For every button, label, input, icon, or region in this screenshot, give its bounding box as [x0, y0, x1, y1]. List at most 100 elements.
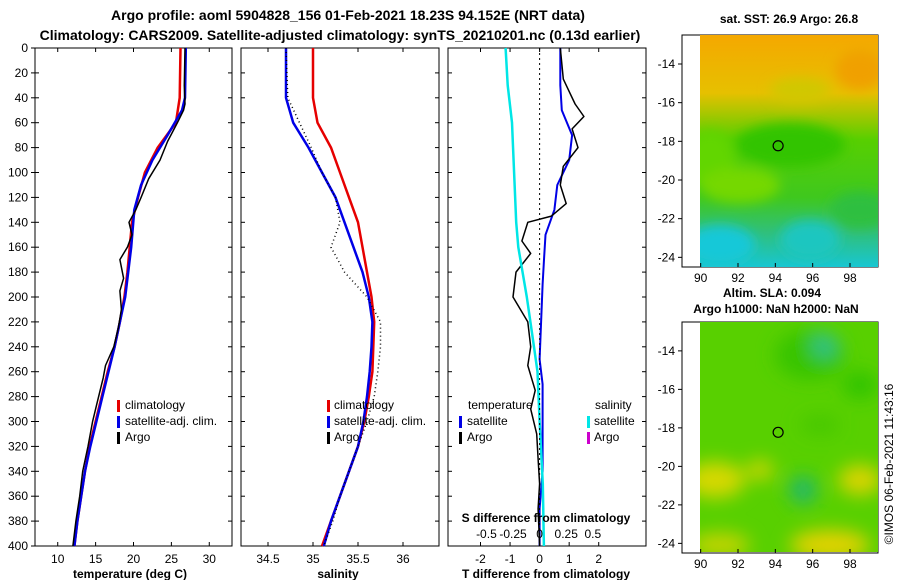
depth-tick-label: 260	[8, 365, 28, 379]
depth-tick-label: 360	[8, 489, 28, 503]
series-line-argo	[72, 47, 186, 547]
depth-tick-label: 40	[15, 91, 29, 105]
map-y-tick-label: -14	[658, 57, 676, 71]
x-tick-label: 1	[566, 552, 573, 566]
series-line-satellite-adj-clim-	[284, 48, 374, 547]
depth-tick-label: 300	[8, 415, 28, 429]
legend-s-argo: Argo	[594, 430, 620, 444]
s-difference-axis-label: S difference from climatology	[462, 511, 631, 525]
s-tick-label: 0.25	[555, 527, 579, 541]
sst-map-axes: 90 92 94 96 98 -14 -16 -18 -20 -22 -24	[658, 57, 857, 285]
map-x-tick-label: 90	[694, 557, 708, 571]
s-tick-label: 0.5	[584, 527, 601, 541]
legend-t-argo: Argo	[467, 430, 493, 444]
map-y-tick-label: -20	[658, 459, 676, 473]
legend-argo: Argo	[334, 430, 360, 444]
x-tick-label: 10	[51, 552, 65, 566]
depth-tick-label: 20	[15, 66, 29, 80]
legend-swatch-t-argo	[459, 432, 462, 444]
map-y-tick-label: -14	[658, 344, 676, 358]
series-line-t-argo	[512, 47, 585, 547]
s-tick-label: -0.5	[476, 527, 497, 541]
depth-tick-label: 400	[8, 539, 28, 553]
sst-map-image	[700, 35, 878, 267]
depth-tick-label: 340	[8, 464, 28, 478]
map-y-tick-label: -16	[658, 96, 676, 110]
map-y-tick-label: -24	[658, 536, 676, 550]
legend-t-satellite: satellite	[467, 414, 508, 428]
map-y-tick-label: -24	[658, 250, 676, 264]
map-x-tick-label: 92	[731, 271, 745, 285]
legend-argo: Argo	[125, 430, 151, 444]
depth-tick-label: 140	[8, 215, 28, 229]
temperature-axis-label: temperature (deg C)	[73, 567, 187, 580]
depth-tick-label: 320	[8, 439, 28, 453]
map-x-tick-label: 94	[769, 557, 783, 571]
map-y-tick-label: -22	[658, 498, 676, 512]
depth-tick-label: 60	[15, 116, 29, 130]
map-x-tick-label: 90	[694, 271, 708, 285]
x-tick-label: 25	[165, 552, 179, 566]
x-tick-label: 34.5	[256, 552, 280, 566]
map-y-tick-label: -22	[658, 212, 676, 226]
x-tick-label: 0	[536, 552, 543, 566]
depth-tick-label: 100	[8, 166, 28, 180]
depth-tick-label: 120	[8, 190, 28, 204]
s-tick-label: -0.25	[499, 527, 527, 541]
sla-map-image	[700, 322, 878, 552]
salinity-plot: 34.5 35 35.5 36	[241, 47, 439, 566]
depth-tick-label: 280	[8, 390, 28, 404]
legend-swatch-t-satellite	[459, 416, 462, 428]
map-y-tick-label: -16	[658, 382, 676, 396]
x-tick-label: 30	[203, 552, 217, 566]
depth-tick-label: 240	[8, 340, 28, 354]
legend-swatch-s-satellite	[587, 416, 590, 428]
t-difference-axis-label: T difference from climatology	[462, 567, 630, 580]
temperature-panel	[34, 47, 233, 547]
salinity-legend: climatology satellite-adj. clim. Argo	[327, 398, 426, 444]
depth-tick-label: 180	[8, 265, 28, 279]
legend-satellite: satellite-adj. clim.	[125, 414, 217, 428]
map-x-tick-label: 96	[806, 271, 820, 285]
title-line-2: Climatology: CARS2009. Satellite-adjuste…	[40, 27, 641, 43]
depth-tick-label: 0	[21, 41, 28, 55]
series-line-s-satellite	[504, 47, 546, 547]
series-line-climatology	[73, 47, 182, 547]
depth-tick-label: 160	[8, 240, 28, 254]
map-x-tick-label: 92	[731, 557, 745, 571]
x-tick-label: 2	[595, 552, 602, 566]
legend-s-satellite: satellite	[594, 414, 635, 428]
legend-swatch-argo	[117, 432, 120, 444]
sla-map-axes: 90 92 94 96 98 -14 -16 -18 -20 -22 -24	[658, 344, 857, 571]
depth-tick-label: 200	[8, 290, 28, 304]
map-y-tick-label: -18	[658, 134, 676, 148]
difference-plot: -2 -1 0 1 2 -0.5 -0.25 0 0.25 0.5	[448, 47, 646, 566]
s-tick-label: 0	[536, 527, 543, 541]
depth-axis: 0 20 40 60 80 100 120 140 160 180 200 220 240 260 280 3…	[8, 41, 35, 553]
x-tick-label: -2	[475, 552, 486, 566]
x-tick-label: -1	[505, 552, 516, 566]
x-tick-label: 15	[89, 552, 103, 566]
map-x-tick-label: 98	[843, 271, 857, 285]
legend-swatch-climatology	[117, 400, 120, 412]
argo-position-marker	[772, 140, 784, 152]
temperature-legend: climatology satellite-adj. clim. Argo	[117, 398, 217, 444]
legend-climatology: climatology	[125, 398, 185, 412]
depth-tick-label: 380	[8, 514, 28, 528]
x-tick-label: 35.5	[346, 552, 370, 566]
map-y-tick-label: -20	[658, 173, 676, 187]
series-line-t-satellite	[538, 48, 574, 546]
x-tick-label: 35	[306, 552, 320, 566]
series-line-satellite-adj-clim-	[73, 47, 188, 547]
legend-salinity-heading: salinity	[595, 398, 632, 412]
temperature-plot: 10 15 20 25 30	[35, 47, 232, 566]
legend-swatch-argo	[327, 432, 330, 444]
argo-position-marker	[772, 426, 784, 438]
map-x-tick-label: 96	[806, 557, 820, 571]
x-tick-label: 20	[127, 552, 141, 566]
imos-credit: ©IMOS 06-Feb-2021 11:43:16	[882, 383, 896, 544]
salinity-axis-label: salinity	[317, 567, 359, 580]
legend-climatology: climatology	[334, 398, 394, 412]
map-x-tick-label: 94	[769, 271, 783, 285]
